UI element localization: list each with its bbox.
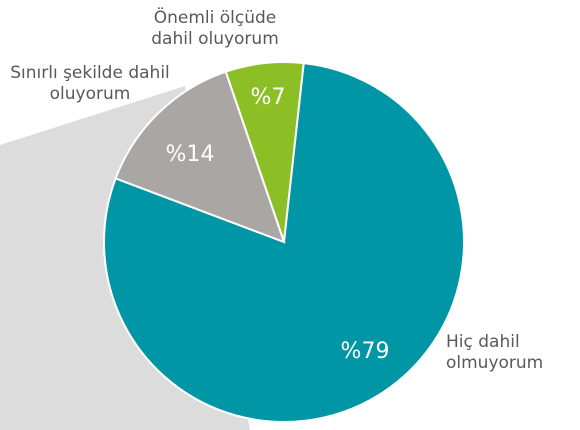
category-label: Önemli ölçüde dahil oluyorum [151, 8, 279, 49]
category-label: Sınırlı şekilde dahil oluyorum [10, 63, 170, 104]
value-label: %7 [251, 85, 286, 110]
value-label: %79 [341, 339, 390, 364]
value-label: %14 [166, 142, 215, 167]
category-label: Hiç dahil olmuyorum [446, 332, 544, 373]
pie-slice [114, 70, 286, 244]
